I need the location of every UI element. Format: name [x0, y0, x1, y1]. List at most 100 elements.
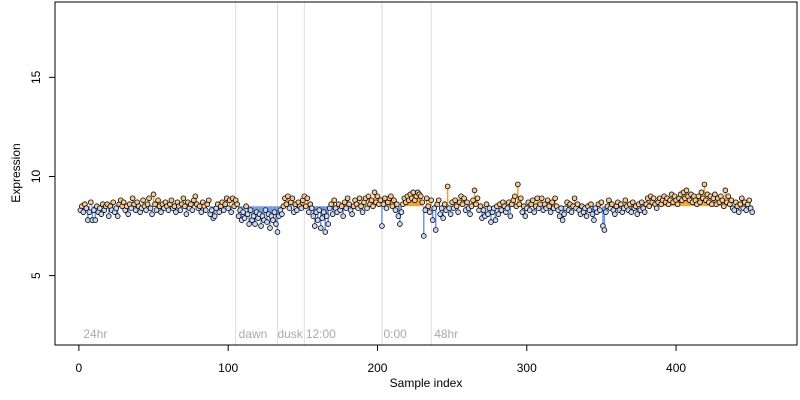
data-point	[319, 215, 326, 221]
data-point	[588, 201, 594, 208]
data-point	[144, 201, 151, 208]
data-point	[468, 203, 475, 210]
data-point	[634, 211, 641, 217]
data-point	[234, 201, 240, 208]
data-point	[244, 211, 251, 217]
data-point	[270, 217, 276, 223]
data-point	[470, 197, 476, 204]
data-point	[628, 209, 635, 215]
data-point	[549, 199, 555, 206]
data-point	[243, 203, 249, 210]
data-point	[526, 207, 533, 213]
plot-frame	[54, 1, 798, 346]
data-point	[444, 183, 451, 190]
data-point	[322, 229, 329, 235]
data-point	[423, 195, 430, 202]
data-point	[529, 197, 536, 204]
dividers	[235, 2, 432, 345]
data-point	[208, 207, 215, 213]
data-point	[264, 219, 270, 225]
data-point	[461, 195, 467, 202]
data-point	[392, 207, 399, 213]
data-point	[389, 203, 396, 210]
data-point	[235, 213, 242, 219]
data-point	[571, 195, 578, 202]
x-axis: 0 100 200 300 400	[76, 345, 686, 375]
data-point	[303, 203, 309, 210]
data-point	[722, 187, 729, 194]
data-point	[328, 201, 334, 208]
data-point	[515, 181, 521, 188]
data-point	[286, 205, 293, 211]
data-point	[426, 209, 433, 215]
data-point	[698, 189, 705, 196]
data-point	[180, 195, 187, 202]
data-point	[522, 213, 529, 219]
data-point	[601, 227, 608, 233]
data-point	[316, 207, 323, 213]
data-point	[359, 209, 366, 215]
data-point	[183, 211, 190, 217]
data-point	[241, 215, 248, 221]
data-point	[394, 201, 400, 208]
data-point	[168, 197, 175, 204]
data-point	[552, 195, 558, 202]
data-point	[737, 201, 744, 208]
data-point	[370, 203, 376, 210]
data-point	[374, 193, 381, 200]
data-point	[701, 181, 708, 188]
data-point	[358, 203, 364, 210]
data-point	[422, 207, 429, 213]
region-label: 24hr	[83, 327, 107, 341]
data-point	[519, 209, 526, 215]
data-point	[341, 199, 348, 206]
data-point	[189, 207, 196, 213]
data-point	[340, 213, 346, 219]
data-point	[314, 217, 321, 223]
data-point	[110, 199, 117, 206]
data-point	[246, 221, 252, 227]
data-point	[329, 211, 336, 217]
data-point	[518, 195, 524, 202]
data-point	[746, 197, 753, 204]
y-tick-label: 10	[29, 169, 43, 183]
data-point	[743, 207, 750, 213]
data-point	[346, 201, 352, 208]
data-point	[98, 211, 105, 217]
data-point	[289, 195, 296, 202]
region-label: dawn	[239, 327, 268, 341]
data-point	[583, 213, 590, 219]
data-point	[331, 197, 337, 204]
data-point	[91, 207, 97, 213]
data-point	[504, 205, 511, 211]
data-point	[531, 209, 538, 215]
data-point	[697, 199, 703, 206]
data-point	[379, 223, 385, 229]
data-point	[198, 209, 205, 215]
data-point	[165, 207, 172, 213]
data-point	[247, 207, 254, 213]
data-point	[153, 207, 160, 213]
data-point	[365, 193, 372, 200]
data-point	[483, 201, 490, 208]
data-point	[464, 199, 470, 206]
data-point	[343, 205, 349, 211]
data-point	[574, 201, 581, 208]
data-point	[719, 197, 726, 204]
data-point	[606, 197, 612, 204]
data-point	[283, 201, 290, 208]
data-point	[417, 193, 424, 200]
data-point	[618, 201, 624, 208]
data-point	[267, 225, 273, 231]
data-point	[420, 233, 427, 239]
data-point	[356, 195, 363, 202]
data-point	[83, 205, 90, 211]
data-point	[653, 205, 660, 211]
data-point	[205, 197, 212, 204]
y-axis-title: Expression	[9, 143, 23, 202]
data-point	[86, 209, 93, 215]
data-point	[561, 211, 567, 217]
data-point	[80, 209, 87, 215]
x-tick-label: 300	[517, 361, 537, 375]
data-point	[559, 217, 566, 223]
